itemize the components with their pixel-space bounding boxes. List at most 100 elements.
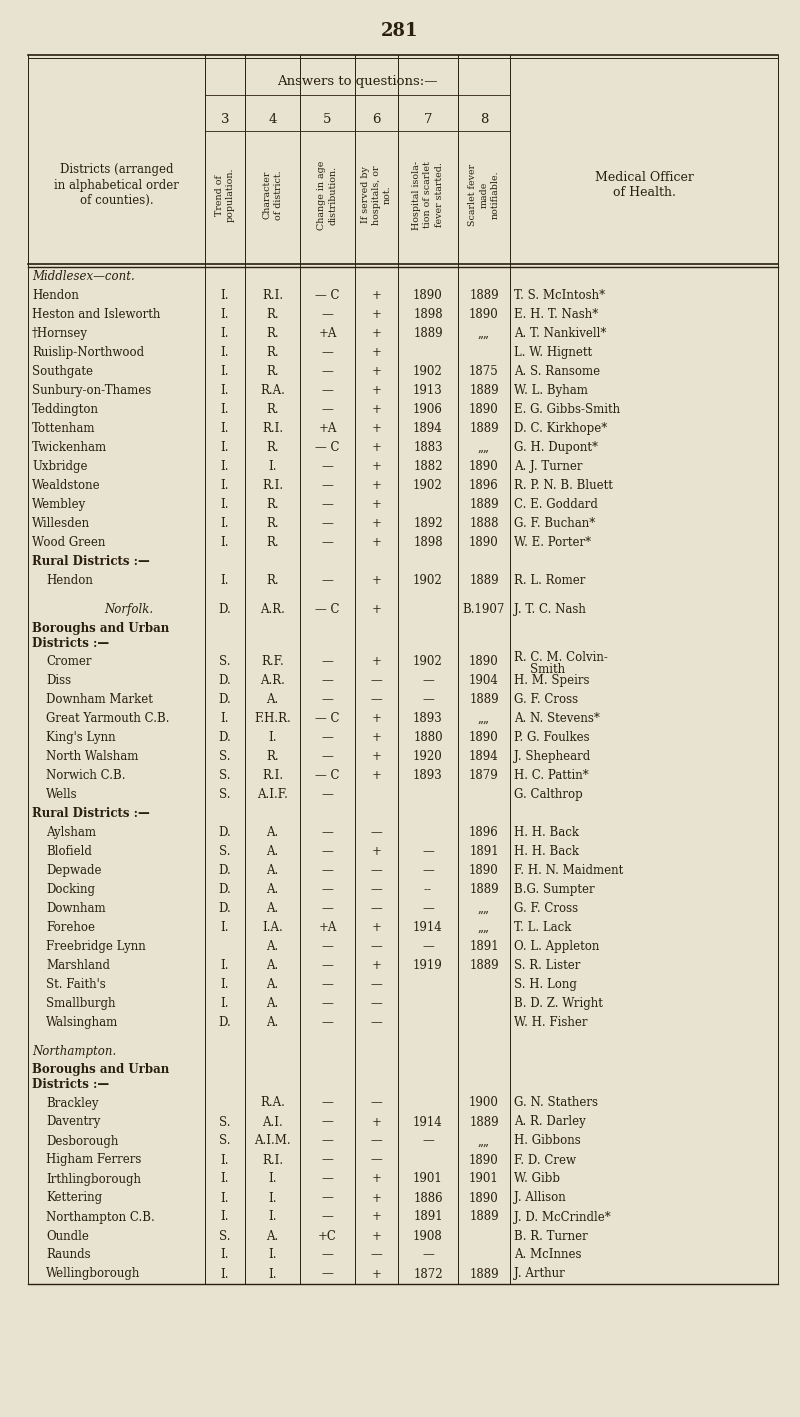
Text: I.: I.: [221, 711, 230, 724]
Text: A. S. Ransome: A. S. Ransome: [514, 366, 600, 378]
Text: J. Allison: J. Allison: [514, 1192, 566, 1204]
Text: Wells: Wells: [46, 788, 78, 801]
Text: J. D. McCrindle*: J. D. McCrindle*: [514, 1210, 610, 1223]
Text: —: —: [422, 693, 434, 706]
Text: 1914: 1914: [413, 1115, 443, 1128]
Text: +: +: [371, 711, 382, 724]
Text: +: +: [371, 497, 382, 512]
Text: +: +: [371, 845, 382, 857]
Text: I.: I.: [221, 959, 230, 972]
Text: Medical Officer
of Health.: Medical Officer of Health.: [594, 171, 694, 198]
Text: —: —: [322, 574, 334, 587]
Text: —: —: [322, 996, 334, 1010]
Text: R.: R.: [266, 574, 279, 587]
Text: R.I.: R.I.: [262, 289, 283, 302]
Text: North Walsham: North Walsham: [46, 750, 138, 762]
Text: „„: „„: [478, 327, 490, 340]
Text: Boroughs and Urban
Districts :—: Boroughs and Urban Districts :—: [32, 1063, 170, 1091]
Text: L. W. Hignett: L. W. Hignett: [514, 346, 592, 359]
Text: 1896: 1896: [469, 826, 499, 839]
Text: Kettering: Kettering: [46, 1192, 102, 1204]
Text: 1898: 1898: [413, 307, 443, 322]
Text: Scarlet fever
made
notifiable.: Scarlet fever made notifiable.: [469, 164, 499, 227]
Text: Hendon: Hendon: [32, 289, 79, 302]
Text: 1890: 1890: [469, 1192, 499, 1204]
Text: T. S. McIntosh*: T. S. McIntosh*: [514, 289, 605, 302]
Text: A. J. Turner: A. J. Turner: [514, 461, 582, 473]
Text: +: +: [371, 959, 382, 972]
Text: Southgate: Southgate: [32, 366, 93, 378]
Text: Docking: Docking: [46, 883, 95, 896]
Text: Norwich C.B.: Norwich C.B.: [46, 769, 126, 782]
Text: 1902: 1902: [413, 479, 443, 492]
Text: I.: I.: [221, 574, 230, 587]
Text: D.: D.: [218, 901, 231, 915]
Text: Teddington: Teddington: [32, 402, 99, 417]
Text: Districts (arranged
in alphabetical order
of counties).: Districts (arranged in alphabetical orde…: [54, 163, 179, 207]
Text: +: +: [371, 517, 382, 530]
Text: 1890: 1890: [469, 731, 499, 744]
Text: 1875: 1875: [469, 366, 499, 378]
Text: 1891: 1891: [469, 939, 499, 952]
Text: H. Gibbons: H. Gibbons: [514, 1135, 581, 1148]
Text: I.: I.: [221, 996, 230, 1010]
Text: 8: 8: [480, 113, 488, 126]
Text: —: —: [370, 1097, 382, 1110]
Text: D.: D.: [218, 604, 231, 616]
Text: C. E. Goddard: C. E. Goddard: [514, 497, 598, 512]
Text: F. D. Crew: F. D. Crew: [514, 1153, 576, 1166]
Text: A.I.M.: A.I.M.: [254, 1135, 291, 1148]
Text: †Hornsey: †Hornsey: [32, 327, 88, 340]
Text: Trend of
population.: Trend of population.: [215, 167, 235, 222]
Text: — C: — C: [315, 769, 340, 782]
Text: „„: „„: [478, 441, 490, 453]
Text: Marshland: Marshland: [46, 959, 110, 972]
Text: —: —: [322, 517, 334, 530]
Text: B.G. Sumpter: B.G. Sumpter: [514, 883, 594, 896]
Text: 1913: 1913: [413, 384, 443, 397]
Text: +: +: [371, 574, 382, 587]
Text: Norfolk.: Norfolk.: [104, 604, 153, 616]
Text: —: —: [322, 673, 334, 687]
Text: 1890: 1890: [469, 461, 499, 473]
Text: T. L. Lack: T. L. Lack: [514, 921, 571, 934]
Text: 1889: 1889: [469, 693, 499, 706]
Text: — C: — C: [315, 604, 340, 616]
Text: Hospital isola-
tion of scarlet
fever started.: Hospital isola- tion of scarlet fever st…: [413, 160, 443, 230]
Text: —: —: [322, 959, 334, 972]
Text: +: +: [371, 604, 382, 616]
Text: —: —: [322, 479, 334, 492]
Text: 7: 7: [424, 113, 432, 126]
Text: Oundle: Oundle: [46, 1230, 89, 1243]
Text: I.: I.: [268, 731, 277, 744]
Text: I.: I.: [221, 384, 230, 397]
Text: — C: — C: [315, 441, 340, 453]
Text: Diss: Diss: [46, 673, 71, 687]
Text: A. R. Darley: A. R. Darley: [514, 1115, 586, 1128]
Text: —: —: [322, 384, 334, 397]
Text: Freebridge Lynn: Freebridge Lynn: [46, 939, 146, 952]
Text: —: —: [322, 750, 334, 762]
Text: 4: 4: [268, 113, 277, 126]
Text: +A: +A: [318, 422, 337, 435]
Text: H. M. Speirs: H. M. Speirs: [514, 673, 590, 687]
Text: —: —: [322, 1097, 334, 1110]
Text: Irthlingborough: Irthlingborough: [46, 1172, 141, 1186]
Text: S.: S.: [219, 845, 230, 857]
Text: —: —: [370, 939, 382, 952]
Text: —: —: [322, 1192, 334, 1204]
Text: A.: A.: [266, 939, 278, 952]
Text: G. N. Stathers: G. N. Stathers: [514, 1097, 598, 1110]
Text: D. C. Kirkhope*: D. C. Kirkhope*: [514, 422, 607, 435]
Text: I.: I.: [268, 1172, 277, 1186]
Text: A.: A.: [266, 978, 278, 990]
Text: S. H. Long: S. H. Long: [514, 978, 577, 990]
Text: —: —: [322, 826, 334, 839]
Text: 1891: 1891: [413, 1210, 443, 1223]
Text: 1889: 1889: [469, 384, 499, 397]
Text: 1902: 1902: [413, 574, 443, 587]
Text: I.: I.: [221, 1248, 230, 1261]
Text: A. N. Stevens*: A. N. Stevens*: [514, 711, 600, 724]
Text: R.A.: R.A.: [260, 1097, 285, 1110]
Text: +A: +A: [318, 327, 337, 340]
